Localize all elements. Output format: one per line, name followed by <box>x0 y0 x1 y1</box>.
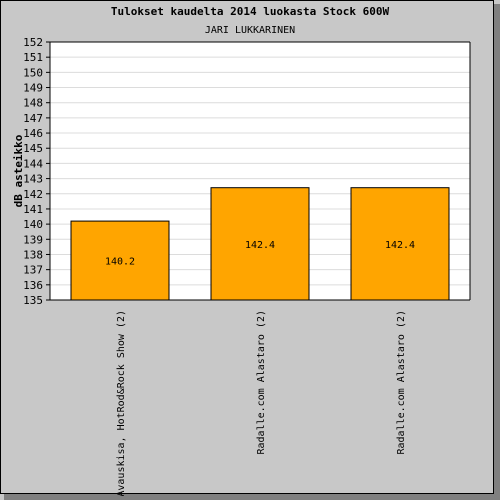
bar <box>210 187 310 301</box>
y-tick-label: 150 <box>23 66 43 79</box>
bar <box>70 220 170 301</box>
y-tick-label: 144 <box>23 157 43 170</box>
bar-value-label: 142.4 <box>385 240 415 251</box>
chart-subtitle: JARI LUKKARINEN <box>205 25 295 36</box>
y-tick-label: 151 <box>23 51 43 64</box>
y-tick-label: 143 <box>23 173 43 186</box>
x-category-label: Radalle.com Alastaro (2) <box>256 310 267 455</box>
y-axis-label: dB asteikko <box>12 134 25 207</box>
y-tick-label: 140 <box>23 218 43 231</box>
y-tick-label: 149 <box>23 82 43 95</box>
y-tick-label: 141 <box>23 203 43 216</box>
chart-border <box>0 0 494 494</box>
chart-shadow-bottom <box>4 494 500 500</box>
y-tick-label: 147 <box>23 112 43 125</box>
y-tick-label: 146 <box>23 127 43 140</box>
bar <box>350 187 450 301</box>
chart-title: Tulokset kaudelta 2014 luokasta Stock 60… <box>111 5 390 18</box>
y-tick-label: 142 <box>23 188 43 201</box>
bar-value-label: 142.4 <box>245 240 275 251</box>
y-tick-label: 139 <box>23 233 43 246</box>
x-category-label: Radalle.com Alastaro (2) <box>396 310 407 455</box>
y-tick-label: 148 <box>23 97 43 110</box>
y-tick-label: 145 <box>23 142 43 155</box>
chart-shadow-right <box>494 4 500 500</box>
y-tick-label: 138 <box>23 248 43 261</box>
bars-group: 140.2 142.4 142.4 <box>70 187 450 301</box>
x-category-label: Avauskisa, HotRod&Rock Show (2) <box>116 310 127 497</box>
bar-value-label: 140.2 <box>105 257 135 268</box>
y-tick-label: 136 <box>23 279 43 292</box>
y-tick-label: 152 <box>23 36 43 49</box>
y-tick-label: 137 <box>23 264 43 277</box>
y-axis-ticks: 135 136 137 138 139 140 141 142 143 144 145 146 147 1… <box>23 36 50 307</box>
x-axis-labels: Avauskisa, HotRod&Rock Show (2) Radalle.c… <box>116 310 407 497</box>
y-tick-label: 135 <box>23 294 43 307</box>
